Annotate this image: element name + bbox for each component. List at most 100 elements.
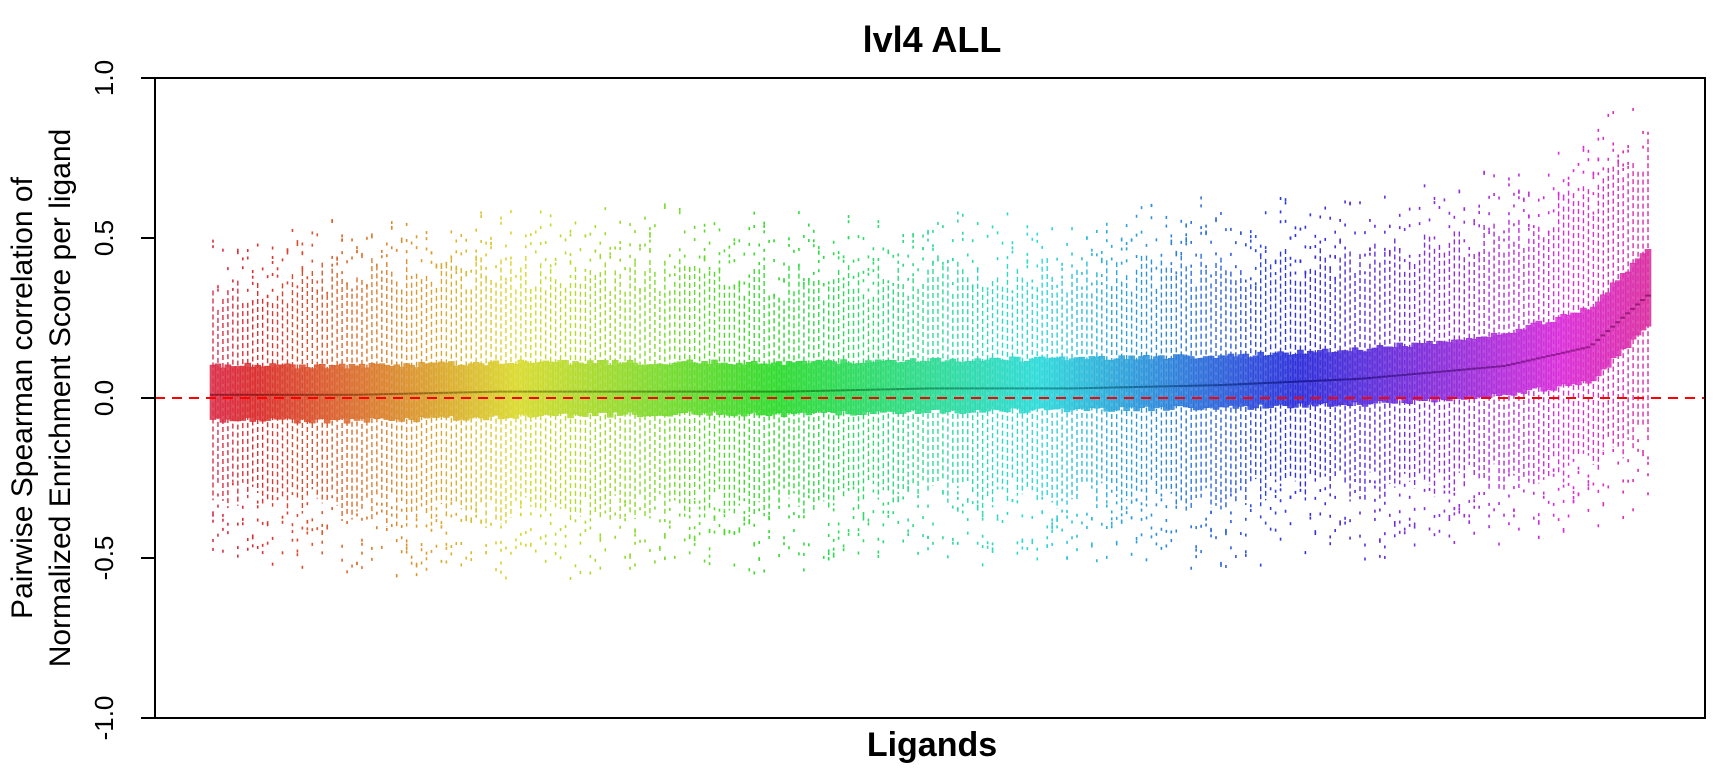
outlier-point <box>400 550 403 554</box>
outlier-point <box>241 505 244 509</box>
outlier-point <box>1274 272 1277 276</box>
outlier-point <box>480 211 482 215</box>
outlier-point <box>1235 265 1237 269</box>
outlier-point <box>1081 257 1083 261</box>
outlier-point <box>753 523 756 527</box>
outlier-point <box>1170 530 1173 534</box>
outlier-point <box>1344 516 1346 520</box>
outlier-point <box>554 257 557 261</box>
outlier-point <box>381 502 383 506</box>
outlier-point <box>1110 257 1113 261</box>
outlier-point <box>1220 561 1222 565</box>
outlier-point <box>952 282 954 286</box>
outlier-point <box>311 259 314 263</box>
outlier-point <box>842 544 845 548</box>
outlier-point <box>698 500 701 504</box>
outlier-point <box>1200 231 1202 235</box>
outlier-point <box>480 520 482 524</box>
outlier-point <box>415 564 418 568</box>
outlier-point <box>847 529 850 533</box>
outlier-point <box>832 240 835 244</box>
outlier-point <box>1245 517 1247 521</box>
outlier-point <box>286 251 289 255</box>
ligand-box <box>1580 145 1587 454</box>
ligand-box <box>969 239 976 505</box>
outlier-point <box>971 259 974 263</box>
outlier-point <box>1329 254 1332 258</box>
outlier-point <box>932 244 934 248</box>
outlier-point <box>1304 225 1307 229</box>
outlier-point <box>813 239 815 243</box>
outlier-point <box>1066 515 1068 519</box>
outlier-point <box>1031 541 1034 545</box>
outlier-point <box>1190 525 1192 529</box>
outlier-point <box>405 550 408 554</box>
outlier-point <box>907 486 909 490</box>
outlier-point <box>634 529 636 533</box>
outlier-point <box>599 241 602 245</box>
outlier-point <box>738 239 741 243</box>
outlier-point <box>475 507 477 511</box>
outlier-point <box>1061 262 1063 266</box>
outlier-point <box>917 268 919 272</box>
outlier-point <box>718 508 721 512</box>
outlier-point <box>261 543 264 547</box>
outlier-point <box>241 517 244 521</box>
outlier-point <box>1334 255 1336 259</box>
y-axis: -1.0 -0.5 0.0 0.5 1.0 <box>89 60 156 740</box>
outlier-point <box>981 545 984 549</box>
outlier-point <box>500 221 502 225</box>
outlier-point <box>505 576 507 580</box>
outlier-point <box>897 496 900 500</box>
outlier-point <box>976 504 979 508</box>
outlier-point <box>877 224 880 228</box>
ligand-box <box>234 248 242 558</box>
outlier-point <box>1105 526 1108 530</box>
outlier-point <box>1562 528 1565 532</box>
outlier-point <box>877 257 880 261</box>
outlier-point <box>470 551 473 555</box>
outlier-point <box>1185 233 1188 237</box>
outlier-point <box>1001 520 1004 524</box>
outlier-point <box>753 252 756 256</box>
outlier-point <box>1374 480 1376 484</box>
outlier-point <box>564 534 567 538</box>
outlier-point <box>1071 227 1073 231</box>
outlier-point <box>649 247 651 251</box>
outlier-point <box>256 500 259 504</box>
outlier-point <box>996 486 999 490</box>
outlier-point <box>743 518 746 522</box>
outlier-point <box>1145 243 1148 247</box>
outlier-point <box>1528 191 1530 195</box>
outlier-point <box>1329 542 1332 546</box>
outlier-point <box>1319 489 1322 493</box>
outlier-point <box>1036 239 1039 243</box>
outlier-point <box>1408 224 1411 228</box>
outlier-point <box>341 251 343 255</box>
outlier-point <box>237 546 239 550</box>
outlier-point <box>1329 266 1332 270</box>
outlier-point <box>1433 201 1436 205</box>
outlier-point <box>356 246 358 250</box>
outlier-point <box>1498 196 1500 200</box>
outlier-point <box>907 533 909 537</box>
outlier-point <box>1170 262 1173 266</box>
ligand-box <box>1411 263 1418 547</box>
outlier-point <box>634 541 636 545</box>
outlier-point <box>212 511 214 515</box>
outlier-point <box>1443 509 1446 513</box>
outlier-point <box>887 280 890 284</box>
outlier-point <box>1478 251 1480 255</box>
outlier-point <box>1269 527 1272 531</box>
outlier-point <box>783 536 785 540</box>
outlier-point <box>266 295 269 299</box>
outlier-point <box>798 515 800 519</box>
outlier-point <box>554 532 557 536</box>
outlier-point <box>435 514 438 518</box>
outlier-point <box>1632 508 1634 512</box>
ligand-box <box>860 236 867 543</box>
ligand-box <box>790 249 798 533</box>
outlier-point <box>1398 226 1401 230</box>
outlier-point <box>1160 493 1163 497</box>
outlier-point <box>410 555 413 559</box>
